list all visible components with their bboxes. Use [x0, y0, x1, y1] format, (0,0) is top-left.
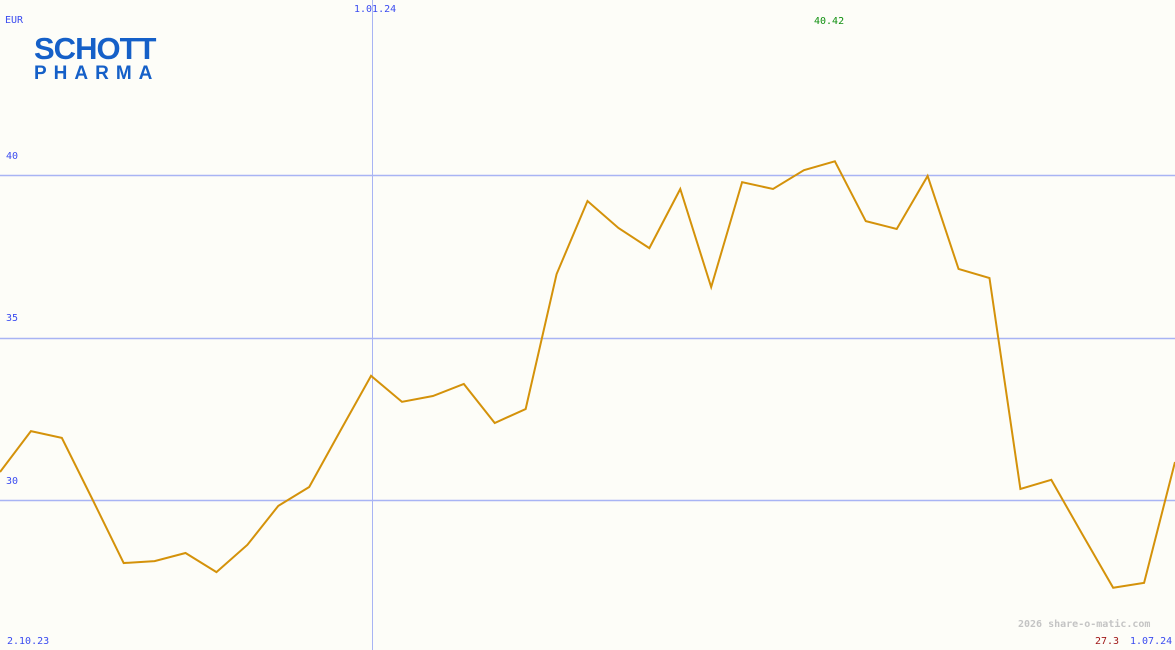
ytick-label-40: 40 [6, 151, 19, 162]
x-start-label: 2.10.23 [7, 636, 50, 647]
ytick-label-35: 35 [6, 313, 19, 324]
currency-label: EUR [5, 15, 24, 26]
price-line [0, 160, 1175, 589]
watermark: 2026 share-o-matic.com [1018, 619, 1151, 630]
max-label: 40.42 [814, 16, 845, 27]
schott-pharma-logo: SCHOTT PHARMA [34, 31, 160, 84]
min-label: 27.3 [1095, 636, 1120, 647]
x-mid-label: 1.01.24 [354, 4, 397, 15]
x-end-label: 1.07.24 [1130, 636, 1173, 647]
ytick-label-30: 30 [6, 476, 19, 487]
logo-line1: SCHOTT [34, 31, 156, 66]
logo-line2: PHARMA [34, 63, 160, 84]
